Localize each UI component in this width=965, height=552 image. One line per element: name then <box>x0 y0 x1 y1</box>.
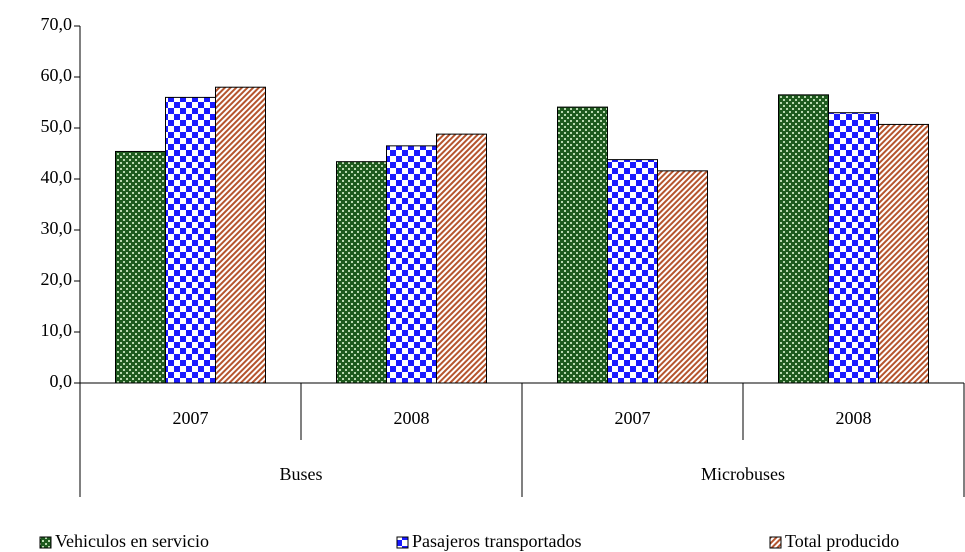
legend-label: Total producido <box>785 531 899 551</box>
x-tick-label: 2007 <box>615 408 651 428</box>
bar <box>436 133 487 384</box>
y-tick-label: 40,0 <box>41 167 73 187</box>
y-tick-label: 30,0 <box>41 218 73 238</box>
bar <box>165 96 216 384</box>
y-tick-label: 50,0 <box>41 116 73 136</box>
bar <box>828 112 879 384</box>
legend-swatch <box>769 536 782 549</box>
bar <box>607 159 658 384</box>
x-tick-label: 2008 <box>394 408 430 428</box>
group-label: Buses <box>279 464 322 484</box>
bar <box>657 170 708 384</box>
y-tick-label: 0,0 <box>50 371 73 391</box>
legend-swatch <box>39 536 52 549</box>
x-tick-label: 2008 <box>836 408 872 428</box>
legend-swatch <box>396 536 409 549</box>
group-label: Microbuses <box>701 464 785 484</box>
bar <box>336 161 387 384</box>
legend-label: Pasajeros transportados <box>412 531 581 551</box>
bar <box>115 150 166 384</box>
bar <box>557 106 608 384</box>
y-tick-label: 10,0 <box>41 320 73 340</box>
bar <box>878 123 929 384</box>
y-tick-label: 70,0 <box>41 14 73 34</box>
x-tick-label: 2007 <box>173 408 209 428</box>
bar <box>386 145 437 384</box>
legend-label: Vehiculos en servicio <box>55 531 209 551</box>
y-tick-label: 60,0 <box>41 65 73 85</box>
bar <box>778 94 829 384</box>
y-tick-label: 20,0 <box>41 269 73 289</box>
bar <box>215 86 266 384</box>
